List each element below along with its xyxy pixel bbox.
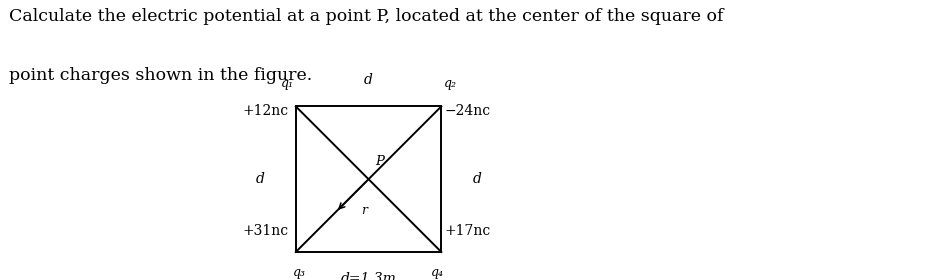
Text: q₄: q₄	[431, 266, 444, 279]
Text: q₂: q₂	[444, 77, 457, 90]
Text: +17nc: +17nc	[444, 224, 490, 238]
Text: d: d	[255, 172, 265, 186]
Text: r: r	[362, 204, 367, 217]
Text: +12nc: +12nc	[242, 104, 288, 118]
Text: q₃: q₃	[293, 266, 306, 279]
Text: +31nc: +31nc	[242, 224, 288, 238]
Text: d: d	[472, 172, 482, 186]
Text: P: P	[376, 155, 384, 168]
Text: point charges shown in the figure.: point charges shown in the figure.	[9, 67, 313, 84]
Text: −24nc: −24nc	[444, 104, 490, 118]
Bar	[296, 106, 441, 252]
Text: d: d	[364, 73, 373, 87]
Text: d=1.3m: d=1.3m	[341, 272, 396, 280]
Text: Calculate the electric potential at a point P, located at the center of the squa: Calculate the electric potential at a po…	[9, 8, 724, 25]
Text: q₁: q₁	[281, 77, 294, 90]
